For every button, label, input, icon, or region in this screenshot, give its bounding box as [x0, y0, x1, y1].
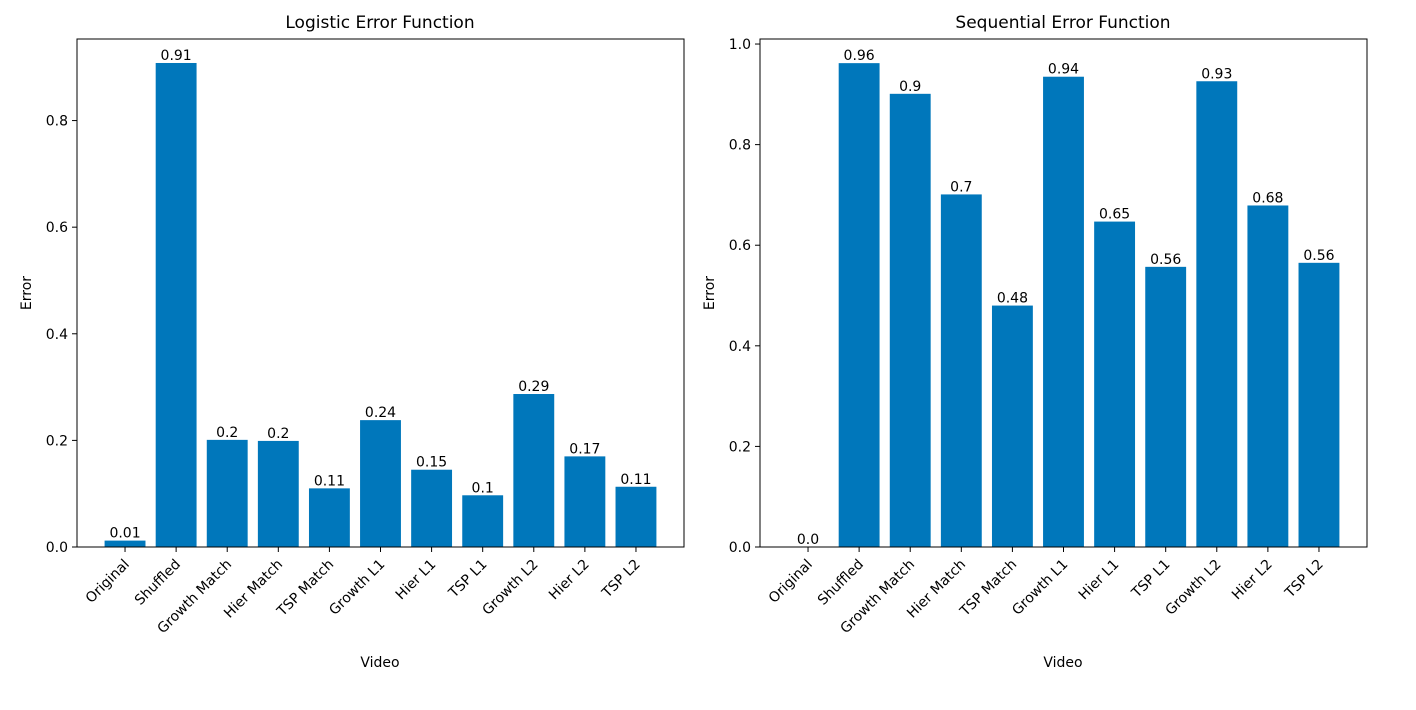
chart-sequential-error: Sequential Error Function Video Error 0.…: [702, 13, 1368, 671]
data-label: 0.56: [1150, 252, 1181, 268]
y-tick-label: 0.4: [46, 327, 68, 343]
data-label: 0.24: [365, 405, 396, 421]
chart-logistic-error: Logistic Error Function Video Error 0.01…: [19, 13, 685, 671]
chart-title: Sequential Error Function: [955, 13, 1170, 33]
data-label: 0.2: [267, 426, 289, 442]
bar: [1043, 76, 1084, 547]
y-axis-label: Error: [19, 276, 35, 310]
x-tick-label: Hier L1: [1076, 557, 1123, 604]
x-tick-label: Growth L1: [1009, 557, 1071, 619]
x-tick-label: TSP L2: [599, 557, 644, 602]
y-tick-label: 1.0: [729, 37, 751, 53]
bar: [360, 420, 401, 547]
x-tick-label: Growth L1: [326, 557, 388, 619]
bar: [308, 488, 350, 547]
bar: [889, 93, 931, 547]
data-label: 0.93: [1201, 66, 1232, 82]
bar: [1298, 262, 1340, 547]
bar: [1196, 81, 1238, 547]
y-tick-label: 0.0: [46, 540, 68, 556]
x-tick-label: Original: [83, 557, 133, 607]
y-tick-label: 0.8: [46, 114, 68, 130]
plot-area-frame: [759, 38, 1368, 548]
data-label-group: 0.0 0.96 0.9 0.7 0.48 0.94 0.65 0.56 0.93 0.68 0.5…: [797, 48, 1335, 548]
y-axis-label: Error: [702, 276, 718, 310]
y-tick-label: 0.2: [729, 439, 751, 455]
bar: [838, 63, 880, 547]
y-tick-label: 0.4: [729, 339, 751, 355]
bar: [1094, 221, 1136, 547]
y-tick-label: 0.6: [46, 220, 68, 236]
y-tick-label: 0.6: [729, 238, 751, 254]
y-tick-group: 0.0 0.2 0.4 0.6 0.8: [46, 114, 77, 556]
x-tick-label: Growth L2: [479, 557, 541, 619]
data-label: 0.94: [1048, 62, 1079, 78]
data-label: 0.7: [950, 179, 972, 195]
bar: [206, 439, 248, 547]
data-label: 0.15: [416, 455, 447, 471]
data-label-group: 0.01 0.91 0.2 0.2 0.11 0.24 0.15 0.1 0.29 0.17 0.1…: [109, 48, 651, 542]
y-tick-group: 0.0 0.2 0.4 0.6 0.8 1.0: [729, 37, 760, 556]
x-tick-label: Hier L1: [393, 557, 440, 604]
x-tick-label: TSP L2: [1282, 557, 1327, 602]
y-tick-label: 0.8: [729, 138, 751, 154]
data-label: 0.11: [620, 472, 651, 488]
bar: [257, 440, 299, 547]
plot-area-frame: [76, 38, 685, 548]
y-tick-label: 0.0: [729, 540, 751, 556]
data-label: 0.68: [1252, 190, 1283, 206]
bar: [564, 456, 606, 547]
bar: [104, 540, 146, 547]
data-label: 0.0: [797, 532, 819, 548]
data-label: 0.1: [472, 480, 494, 496]
x-tick-label: Growth L2: [1162, 557, 1224, 619]
bar: [513, 394, 555, 547]
data-label: 0.17: [569, 441, 600, 457]
x-tick-label: Shuffled: [132, 557, 184, 609]
data-label: 0.56: [1303, 248, 1334, 264]
x-tick-label: TSP L1: [1128, 557, 1173, 602]
x-tick-label: Hier L2: [1229, 557, 1276, 604]
bar: [615, 486, 657, 547]
x-tick-label: Shuffled: [815, 557, 867, 609]
bar: [991, 305, 1033, 547]
data-label: 0.91: [161, 48, 192, 64]
x-tick-label: TSP L1: [445, 557, 490, 602]
bar-group: [838, 63, 1340, 548]
x-tick-label: Original: [766, 557, 816, 607]
bar-group: [104, 62, 657, 548]
bar: [1145, 266, 1187, 547]
bar: [411, 469, 453, 547]
data-label: 0.01: [109, 526, 140, 542]
bar: [940, 194, 982, 548]
data-label: 0.2: [216, 425, 238, 441]
y-tick-label: 0.2: [46, 433, 68, 449]
bar: [155, 62, 197, 548]
data-label: 0.65: [1099, 207, 1130, 223]
bar: [462, 495, 504, 547]
data-label: 0.11: [314, 473, 345, 489]
chart-title: Logistic Error Function: [285, 13, 474, 33]
data-label: 0.9: [899, 79, 921, 95]
data-label: 0.29: [518, 379, 549, 395]
data-label: 0.48: [997, 291, 1028, 307]
data-label: 0.96: [844, 48, 875, 64]
x-axis-label: Video: [1043, 655, 1082, 671]
x-tick-label: Hier L2: [546, 557, 593, 604]
x-axis-label: Video: [360, 655, 399, 671]
bar: [1247, 205, 1289, 548]
